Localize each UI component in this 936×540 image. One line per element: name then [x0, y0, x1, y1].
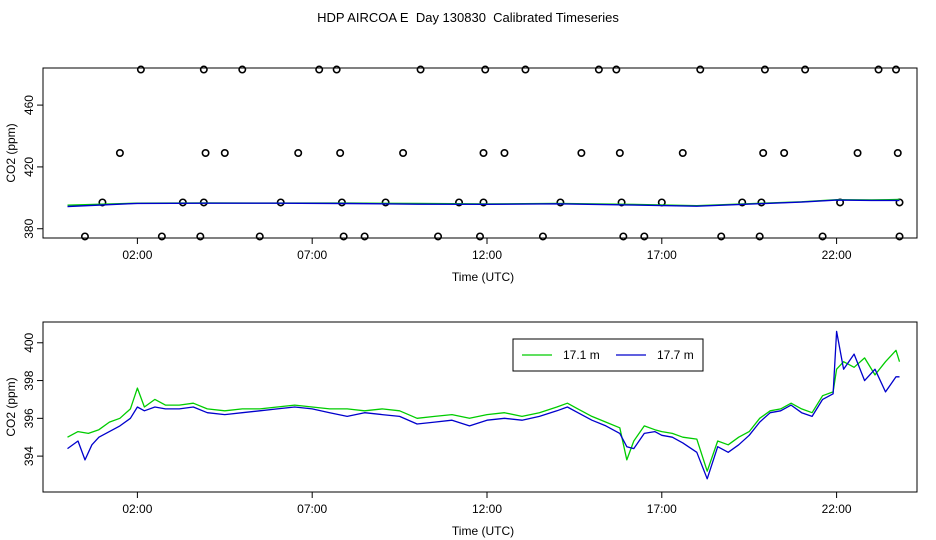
- y-tick-label: 380: [22, 218, 36, 238]
- calibration-point: [475, 232, 484, 241]
- calibration-point: [893, 149, 902, 158]
- calibration-point: [157, 232, 166, 241]
- calibration-point: [481, 65, 490, 74]
- y-tick-label: 394: [22, 446, 36, 466]
- calibration-point: [199, 65, 208, 74]
- series-line-17-7-m: [67, 199, 900, 208]
- calibration-point: [760, 65, 769, 74]
- calibration-point: [640, 232, 649, 241]
- x-tick-label: 02:00: [122, 248, 152, 262]
- calibration-point: [115, 149, 124, 158]
- y-tick-label: 400: [22, 332, 36, 352]
- bottom-panel-co2-levels: 02:00 07:00 12:00 17:00 22:00 394 396 398 400 T…: [4, 321, 918, 538]
- x-tick-label: 07:00: [297, 248, 327, 262]
- calibration-point: [332, 65, 341, 74]
- calibration-point: [892, 65, 901, 74]
- legend-label-17-7m: 17.7 m: [657, 348, 694, 362]
- calibration-point: [220, 149, 229, 158]
- top-x-axis-label: Time (UTC): [452, 270, 514, 284]
- calibration-point: [360, 232, 369, 241]
- x-tick-label: 02:00: [122, 502, 152, 516]
- calibration-point: [136, 65, 145, 74]
- calibration-point: [755, 232, 764, 241]
- calibration-point: [521, 65, 530, 74]
- calibration-point: [434, 232, 443, 241]
- calibration-point: [895, 198, 904, 207]
- top-plot-frame: [42, 67, 918, 239]
- x-tick-label: 17:00: [647, 502, 677, 516]
- calibration-point: [738, 198, 747, 207]
- calibration-point: [696, 65, 705, 74]
- x-tick-label: 12:00: [472, 248, 502, 262]
- legend: 17.1 m 17.7 m: [512, 338, 704, 372]
- x-tick-label: 22:00: [822, 248, 852, 262]
- calibration-point: [678, 149, 687, 158]
- calibration-point: [479, 198, 488, 207]
- calibration-point: [500, 149, 509, 158]
- y-tick-label: 460: [22, 95, 36, 115]
- calibration-point: [874, 65, 883, 74]
- calibration-point: [615, 149, 624, 158]
- calibration-point: [339, 232, 348, 241]
- calibration-point: [80, 232, 89, 241]
- calibration-point: [594, 65, 603, 74]
- calibration-point: [818, 232, 827, 241]
- calibration-point: [538, 232, 547, 241]
- calibration-point: [201, 149, 210, 158]
- calibration-point: [759, 149, 768, 158]
- calibration-point: [294, 149, 303, 158]
- calibration-point: [617, 198, 626, 207]
- calibration-point: [336, 149, 345, 158]
- calibration-point: [315, 65, 324, 74]
- x-tick-label: 17:00: [647, 248, 677, 262]
- calibration-point: [416, 65, 425, 74]
- calibration-point: [556, 198, 565, 207]
- calibration-point: [801, 65, 810, 74]
- bottom-plot-frame: [42, 321, 918, 493]
- calibration-point: [853, 149, 862, 158]
- calibration-point: [479, 149, 488, 158]
- calibration-point: [717, 232, 726, 241]
- calibration-point: [255, 232, 264, 241]
- calibration-point: [780, 149, 789, 158]
- y-tick-label: 396: [22, 408, 36, 428]
- top-y-axis-label: CO2 (ppm): [4, 123, 18, 182]
- calibration-point: [399, 149, 408, 158]
- bottom-x-axis-label: Time (UTC): [452, 524, 514, 538]
- series-line-17-1-m: [67, 349, 901, 472]
- calibration-point: [196, 232, 205, 241]
- calibration-point: [895, 232, 904, 241]
- calibration-point: [577, 149, 586, 158]
- x-tick-label: 22:00: [822, 502, 852, 516]
- y-tick-label: 398: [22, 370, 36, 390]
- x-tick-label: 12:00: [472, 502, 502, 516]
- calibration-point: [98, 198, 107, 207]
- chart-title: HDP AIRCOA E Day 130830 Calibrated Times…: [317, 10, 619, 25]
- y-tick-label: 420: [22, 157, 36, 177]
- legend-label-17-1m: 17.1 m: [563, 348, 600, 362]
- calibration-point: [619, 232, 628, 241]
- calibration-point: [238, 65, 247, 74]
- top-panel-calibrated-timeseries: 02:00 07:00 12:00 17:00 22:00 380 420 460 Time…: [4, 65, 918, 284]
- x-tick-label: 07:00: [297, 502, 327, 516]
- calibration-point: [612, 65, 621, 74]
- series-line-17-7-m: [67, 330, 900, 480]
- calibration-point: [455, 198, 464, 207]
- calibration-point: [381, 198, 390, 207]
- calibration-point: [757, 198, 766, 207]
- bottom-y-axis-label: CO2 (ppm): [4, 377, 18, 436]
